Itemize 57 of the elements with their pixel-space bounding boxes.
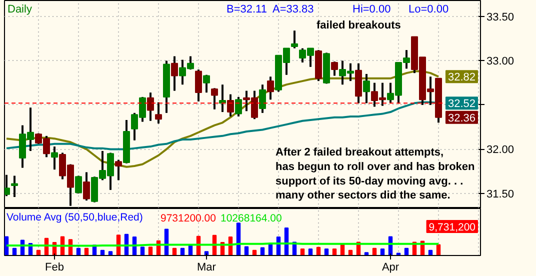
y-tick-label: 33.00 [486, 56, 514, 68]
candlestick [259, 84, 266, 114]
bar [76, 248, 81, 256]
bar [172, 248, 177, 256]
candlestick [227, 93, 234, 118]
candlestick [83, 171, 90, 202]
annotation: After 2 failed breakout attempts, has begun to roll over and has broken support of its 50-day moving avg. . . many other sectors did the same. [276, 146, 476, 202]
annotation: B=32.11 [226, 4, 267, 16]
candlestick [331, 60, 338, 77]
bar [180, 248, 185, 256]
y-tick-label: 31.50 [486, 188, 514, 200]
annotation: 9,731,200 [428, 222, 476, 234]
bar [324, 248, 329, 256]
bar [140, 246, 145, 256]
x-tick-label: Mar [197, 262, 216, 274]
annotation: Volume Avg (50,50,blue,Red) [6, 212, 143, 224]
text: 32.36 [448, 112, 476, 124]
bar [308, 248, 313, 256]
bar [244, 246, 249, 256]
annotation: A=33.83 [272, 4, 314, 16]
x-tick-label: Apr [382, 262, 400, 274]
bar [332, 248, 337, 256]
candlestick [11, 174, 18, 198]
candlestick [235, 96, 242, 118]
candlestick [75, 174, 82, 194]
text: 32.82 [448, 72, 476, 84]
bar [300, 248, 305, 256]
bar [4, 236, 9, 256]
candlestick [291, 30, 298, 50]
candlestick [211, 87, 218, 110]
annotation: failed breakouts [316, 20, 401, 32]
annotation: Lo=0.00 [408, 4, 449, 16]
bar [380, 248, 385, 256]
candlestick [115, 158, 122, 182]
candlestick [155, 101, 162, 125]
bar [84, 248, 89, 256]
bar [12, 248, 17, 256]
bar [260, 247, 265, 256]
candlestick [147, 92, 154, 122]
bar [148, 246, 153, 256]
candlestick [171, 55, 178, 92]
bar [316, 246, 321, 256]
candlestick [363, 72, 370, 104]
y-tick-label: 32.00 [486, 144, 514, 156]
bar [372, 248, 377, 256]
candlestick [267, 76, 274, 101]
x-tick-label: Feb [45, 262, 64, 274]
y-tick-label: 33.50 [486, 11, 514, 24]
annotation: Hi=0.00 [352, 4, 391, 16]
candlestick [195, 68, 202, 102]
chart-title: Daily [8, 4, 32, 16]
bar [404, 248, 409, 256]
text: 32.52 [448, 98, 476, 110]
annotation: 9731200.00 [160, 212, 216, 224]
candlestick [203, 74, 210, 94]
candlestick [51, 146, 58, 171]
annotation: 10268164.00 [220, 212, 282, 224]
